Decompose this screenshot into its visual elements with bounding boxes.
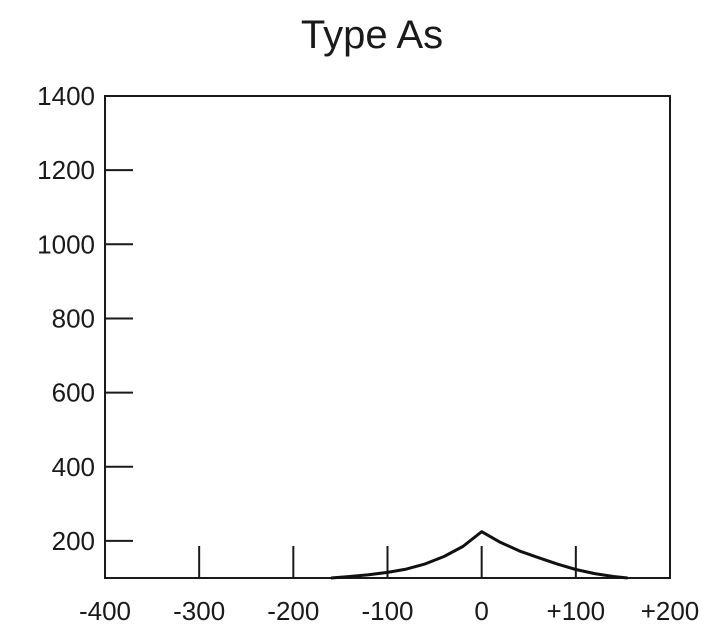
- y-tick-label: 1200: [37, 155, 95, 185]
- y-tick-label: 800: [52, 303, 95, 333]
- series-line: [330, 530, 628, 580]
- x-tick-label: +200: [641, 596, 700, 626]
- y-axis: 200 400 600 800 1000 1200 1400: [37, 81, 133, 556]
- y-tick-label: 1400: [37, 81, 95, 111]
- x-tick-label: -400: [79, 596, 131, 626]
- plot-frame: [104, 95, 671, 579]
- x-axis: -400 -300 -200 -100 0 +100 +200: [79, 546, 699, 626]
- chart-title: Type As: [301, 13, 443, 57]
- y-tick-label: 400: [52, 452, 95, 482]
- x-tick-label: +100: [547, 596, 606, 626]
- y-tick-label: 600: [52, 378, 95, 408]
- x-tick-label: -100: [361, 596, 413, 626]
- y-tick-label: 1000: [37, 229, 95, 259]
- y-tick-label: 200: [52, 526, 95, 556]
- x-tick-label: -300: [173, 596, 225, 626]
- x-tick-label: 0: [474, 596, 488, 626]
- x-tick-label: -200: [267, 596, 319, 626]
